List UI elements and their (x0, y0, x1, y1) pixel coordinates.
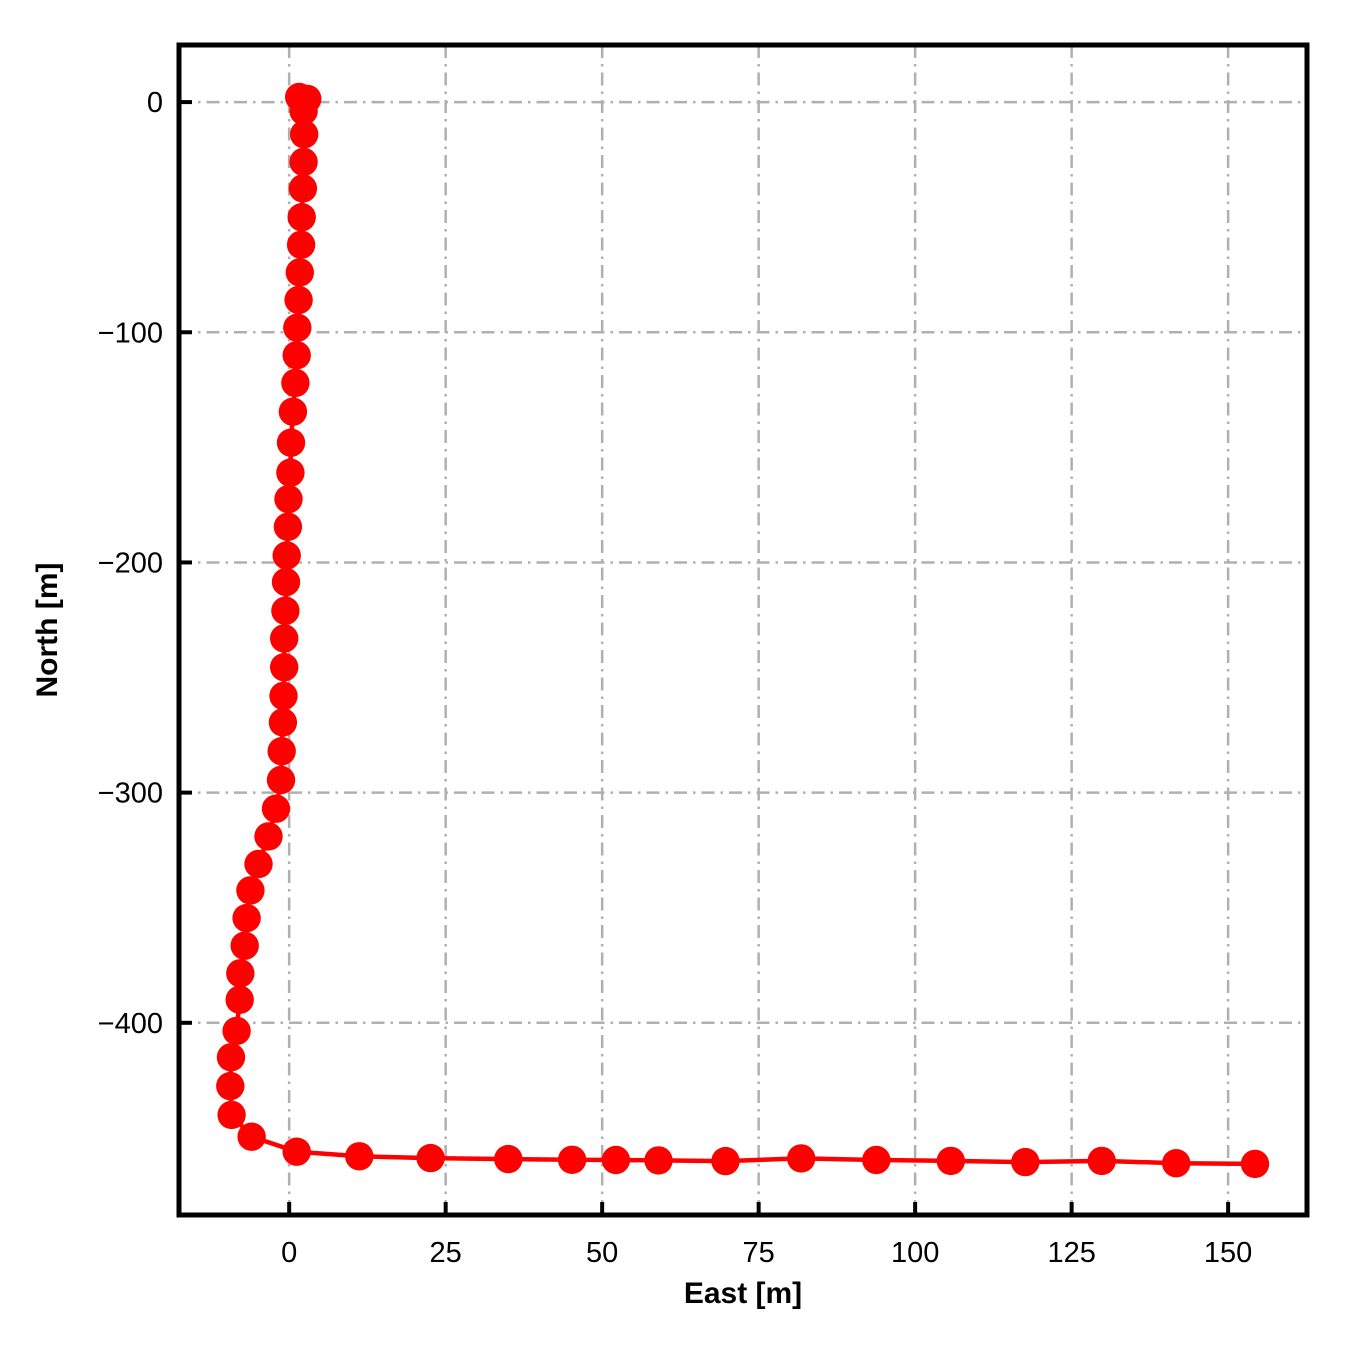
trajectory-data-point (1240, 1149, 1270, 1179)
trajectory-data-point (236, 876, 265, 905)
trajectory-data-point (270, 624, 299, 653)
series-layer (216, 82, 1270, 1179)
trajectory-data-point (278, 397, 308, 426)
trajectory-data-point (285, 258, 314, 287)
trajectory-data-point (216, 1071, 245, 1101)
trajectory-data-point (244, 849, 273, 879)
trajectory-data-point (345, 1142, 374, 1171)
y-axis-label: North [m] (31, 563, 64, 698)
trajectory-data-point (286, 230, 316, 259)
trajectory-data-point (557, 1145, 587, 1175)
trajectory-data-point (1011, 1147, 1040, 1177)
trajectory-data-point (1162, 1149, 1191, 1178)
y-tick-label: −200 (98, 547, 163, 579)
trajectory-data-point (232, 903, 261, 933)
trajectory-data-point (276, 428, 306, 457)
trajectory-data-point (288, 174, 318, 203)
trajectory-data-point (226, 959, 255, 988)
x-tick-label: 0 (281, 1237, 297, 1269)
trajectory-data-point (269, 681, 298, 711)
trajectory-data-point (237, 1122, 266, 1151)
trajectory-data-point (711, 1146, 740, 1176)
trajectory-data-point (222, 1016, 251, 1046)
trajectory-data-point (494, 1144, 523, 1174)
trajectory-data-point (281, 368, 310, 398)
axes-frame (176, 42, 1310, 1218)
trajectory-data-point (273, 512, 303, 541)
trajectory-data-point (290, 120, 319, 149)
trajectory-data-point (276, 458, 305, 487)
trajectory-data-point (217, 1100, 246, 1130)
trajectory-data-point (1087, 1146, 1116, 1176)
grid-layer (179, 45, 1307, 1215)
trajectory-data-point (282, 1137, 311, 1166)
trajectory-data-point (936, 1146, 965, 1176)
y-tick-label: −300 (98, 778, 163, 810)
trajectory-data-point (216, 1043, 246, 1072)
x-tick-label: 75 (743, 1237, 775, 1269)
trajectory-data-point (601, 1145, 631, 1175)
tick-label-layer: 0 25 50 75 100 125 150 0 −100 −200 −300 −400 (98, 87, 1253, 1269)
trajectory-data-point (270, 653, 299, 682)
trajectory-data-point (284, 285, 313, 315)
trajectory-line (228, 94, 1258, 1167)
trajectory-data-point (268, 708, 298, 737)
trajectory-data-point (225, 985, 254, 1014)
x-axis-label: East [m] (684, 1277, 802, 1310)
trajectory-data-point (271, 596, 300, 625)
y-tick-label: 0 (147, 87, 163, 119)
y-tick-label: −100 (98, 317, 163, 349)
x-tick-label: 150 (1204, 1237, 1252, 1269)
x-tick-label: 50 (586, 1237, 618, 1269)
trajectory-data-point (416, 1143, 445, 1173)
trajectory-data-point (261, 794, 291, 823)
trajectory-data-point (787, 1144, 816, 1173)
x-tick-label: 125 (1047, 1237, 1095, 1269)
trajectory-data-point (272, 541, 301, 570)
y-tick-label: −400 (98, 1008, 163, 1040)
trajectory-data-point (644, 1146, 673, 1175)
trajectory-data-point (266, 765, 296, 795)
trajectory-data-point (230, 931, 259, 960)
trajectory-data-point (271, 567, 301, 597)
trajectory-data-point (862, 1145, 891, 1175)
trajectory-data-point (283, 313, 312, 342)
trajectory-data-point (289, 147, 318, 177)
trajectory-data-point (274, 484, 303, 514)
x-tick-label: 100 (891, 1237, 939, 1269)
trajectory-data-point (289, 96, 318, 126)
trajectory-data-point (267, 737, 296, 766)
trajectory-data-point (282, 341, 311, 370)
tick-layer (179, 100, 1231, 1215)
trajectory-data-point (287, 203, 316, 232)
trajectory-data-point (254, 822, 283, 851)
x-tick-label: 25 (430, 1237, 462, 1269)
